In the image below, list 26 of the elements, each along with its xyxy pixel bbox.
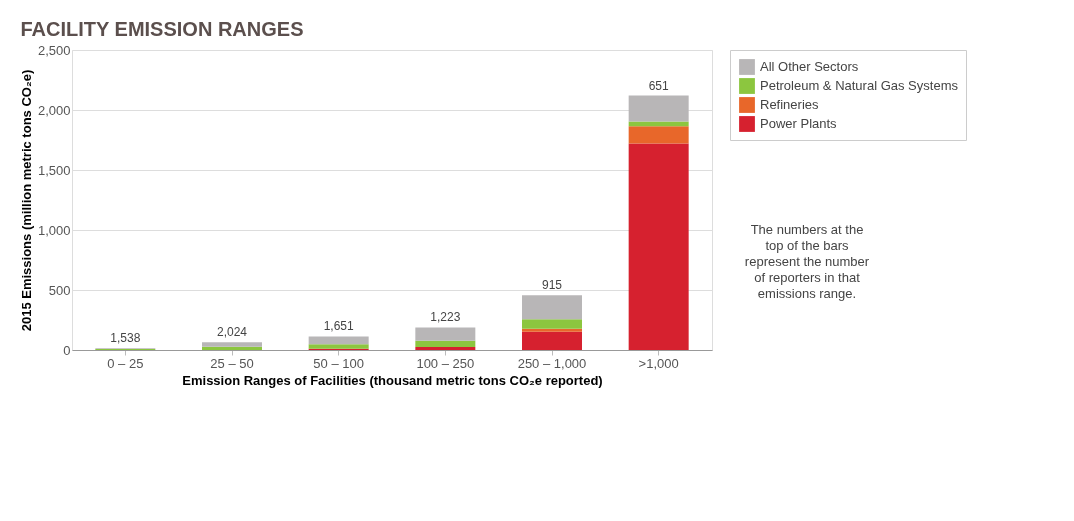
annotation: 2,024 — [216, 324, 248, 339]
x-tick-label: 25 – 50 — [210, 355, 254, 371]
annotation: 651 — [648, 78, 669, 93]
text: The numbers at the top of the bars represent the number of reporters in that emissions range. — [744, 222, 870, 301]
legend-label: Refineries — [760, 97, 820, 112]
y-tick-label: 1,500 — [37, 162, 71, 178]
annotation: 1,223 — [430, 310, 461, 325]
y-axis-title: 2015 Emissions (million metric tons CO₂e) — [18, 69, 34, 332]
legend-label: Power Plants — [760, 116, 838, 131]
annotation: 1,651 — [323, 319, 355, 334]
x-tick-label: 50 – 100 — [313, 355, 364, 371]
chart-title: FACILITY EMISSION RANGES — [20, 18, 304, 40]
x-tick-label: 0 – 25 — [107, 355, 144, 371]
x-tick-label: >1,000 — [638, 355, 679, 371]
y-tick-label: 2,500 — [37, 42, 71, 58]
y-tick-label: 500 — [48, 282, 71, 298]
y-tick-label: 2,000 — [37, 102, 71, 118]
annotation: 1,538 — [110, 330, 141, 345]
x-tick-label: 100 – 250 — [416, 355, 475, 371]
legend-label: All Other Sectors — [760, 59, 859, 74]
annotation: 915 — [541, 278, 563, 293]
y-tick-label: 1,000 — [37, 222, 71, 238]
y-tick-label: 0 — [63, 342, 71, 358]
x-axis-title: Emission Ranges of Facilities (thousand metric tons CO₂e reported) — [182, 372, 603, 388]
legend-label: Petroleum & Natural Gas Systems — [760, 78, 959, 93]
x-tick-label: 250 – 1,000 — [517, 355, 587, 371]
